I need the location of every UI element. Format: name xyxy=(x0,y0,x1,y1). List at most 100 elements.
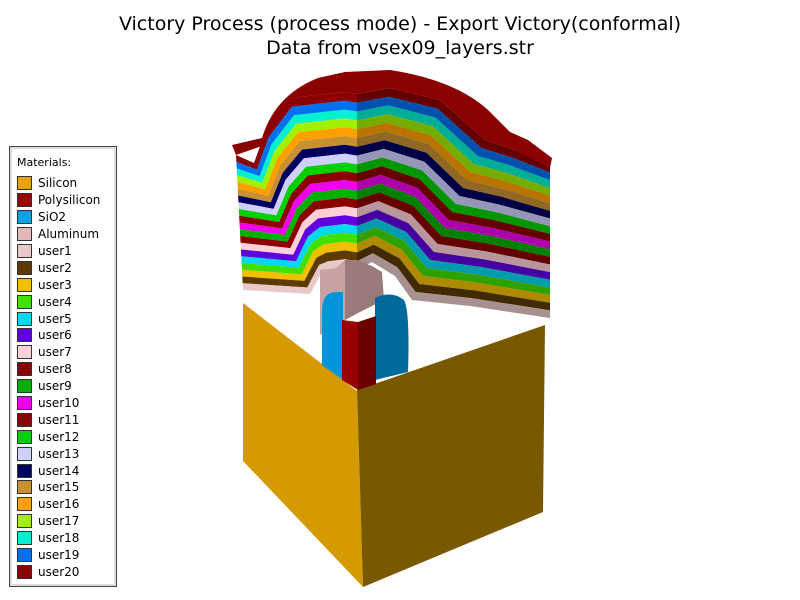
legend-item-label: user17 xyxy=(38,514,80,529)
layer-band-side xyxy=(357,96,550,181)
window-title-line-2: Data from vsex09_layers.str xyxy=(266,37,534,59)
layer-band-front xyxy=(242,250,357,288)
legend-swatch xyxy=(17,345,32,360)
legend-swatch xyxy=(17,396,32,411)
layer-band-front xyxy=(237,127,357,196)
legend-item-label: user13 xyxy=(38,446,80,461)
legend-swatch xyxy=(17,480,32,495)
legend-swatch xyxy=(17,362,32,377)
layer-band-front xyxy=(240,206,357,255)
layer-band-front xyxy=(241,224,357,268)
legend-item: user4 xyxy=(17,293,100,310)
layer-band-side xyxy=(357,209,550,280)
silicon-substrate-side-face xyxy=(357,325,545,587)
legend-item-label: user6 xyxy=(38,328,72,343)
legend-item-label: user5 xyxy=(38,311,72,326)
legend-swatch xyxy=(17,429,32,444)
legend-item: user6 xyxy=(17,327,100,344)
layer-band-front xyxy=(236,92,357,170)
legend-swatch xyxy=(17,176,32,191)
legend-swatch xyxy=(17,514,32,529)
legend-list: Silicon Polysilicon SiO2 Aluminum user1 user2… xyxy=(17,175,100,580)
legend-swatch xyxy=(17,193,32,208)
legend-swatch xyxy=(17,412,32,427)
legend-swatch xyxy=(17,548,32,563)
legend-item-label: user20 xyxy=(38,564,80,579)
layer-band-front xyxy=(240,215,357,262)
top-surface-cap xyxy=(232,70,552,168)
legend-item: user2 xyxy=(17,259,100,276)
legend-item-label: user9 xyxy=(38,379,72,394)
legend-item: SiO2 xyxy=(17,209,100,226)
legend-swatch xyxy=(17,260,32,275)
layer-band-side xyxy=(357,253,550,318)
layer-band-front xyxy=(236,109,357,183)
oxide-spacer-side xyxy=(375,294,409,380)
legend-item: user14 xyxy=(17,462,100,479)
layer-stack-top-face xyxy=(232,70,552,168)
legend-item-label: user1 xyxy=(38,244,72,258)
layer-band-front xyxy=(236,100,357,177)
layer-band-side xyxy=(357,192,550,265)
layer-band-side xyxy=(357,201,550,273)
layer-band-side xyxy=(357,131,550,211)
legend-swatch xyxy=(17,564,32,579)
legend-item-label: Silicon xyxy=(38,176,78,191)
layer-band-front xyxy=(239,171,357,229)
layer-band-side xyxy=(357,114,550,196)
polysilicon-gate-side xyxy=(358,316,376,390)
legend-swatch xyxy=(17,531,32,546)
legend-item-label: user12 xyxy=(38,429,80,444)
legend-item-label: user11 xyxy=(38,412,80,427)
legend-item: user10 xyxy=(17,395,100,412)
legend-swatch xyxy=(17,294,32,309)
legend-item-label: user19 xyxy=(38,548,80,563)
device-core xyxy=(320,260,409,390)
window-title-line-1: Victory Process (process mode) - Export … xyxy=(118,13,682,35)
layer-band-front xyxy=(239,180,357,236)
layer-band-side xyxy=(357,218,550,288)
legend-swatch xyxy=(17,227,32,242)
layer-band-side xyxy=(357,175,550,250)
layer-band-front xyxy=(238,162,357,222)
legend-item-label: user4 xyxy=(38,294,72,309)
legend-item: user19 xyxy=(17,547,100,564)
layer-band-side xyxy=(357,88,550,173)
legend-item-label: Polysilicon xyxy=(38,193,101,208)
layer-stack-front-face xyxy=(236,92,357,294)
legend-title: Materials: xyxy=(17,156,72,169)
legend-swatch xyxy=(17,244,32,258)
legend-item: Aluminum xyxy=(17,226,100,243)
legend-swatch xyxy=(17,277,32,292)
legend-item-label: user8 xyxy=(38,362,72,377)
legend-swatch xyxy=(17,210,32,225)
legend-item: Polysilicon xyxy=(17,192,100,209)
layer-band-side xyxy=(357,227,550,296)
legend-item: user3 xyxy=(17,276,100,293)
legend-swatch xyxy=(17,497,32,512)
legend-item: user16 xyxy=(17,496,100,513)
legend-item: user9 xyxy=(17,378,100,395)
legend-swatch xyxy=(17,463,32,478)
legend-item: user13 xyxy=(17,445,100,462)
layer-band-side xyxy=(357,148,550,227)
layer-band-side xyxy=(357,166,550,242)
legend-swatch xyxy=(17,446,32,461)
layer-band-side xyxy=(357,105,550,188)
legend-item-label: user14 xyxy=(38,463,80,478)
layer-stack-side-face xyxy=(357,88,550,318)
legend-item: user5 xyxy=(17,310,100,327)
legend-item-label: user7 xyxy=(38,345,72,360)
layer-band-side xyxy=(357,235,550,303)
layer-band-side xyxy=(357,122,550,204)
legend-item: user12 xyxy=(17,428,100,445)
legend-item: user11 xyxy=(17,411,100,428)
legend-item-label: Aluminum xyxy=(38,227,100,242)
legend-item: user17 xyxy=(17,513,100,530)
layer-band-front xyxy=(238,144,357,209)
layer-band-front xyxy=(237,118,357,190)
legend-item: user1 xyxy=(17,243,100,260)
legend-item: Silicon xyxy=(17,175,100,192)
layer-band-front xyxy=(237,136,357,203)
